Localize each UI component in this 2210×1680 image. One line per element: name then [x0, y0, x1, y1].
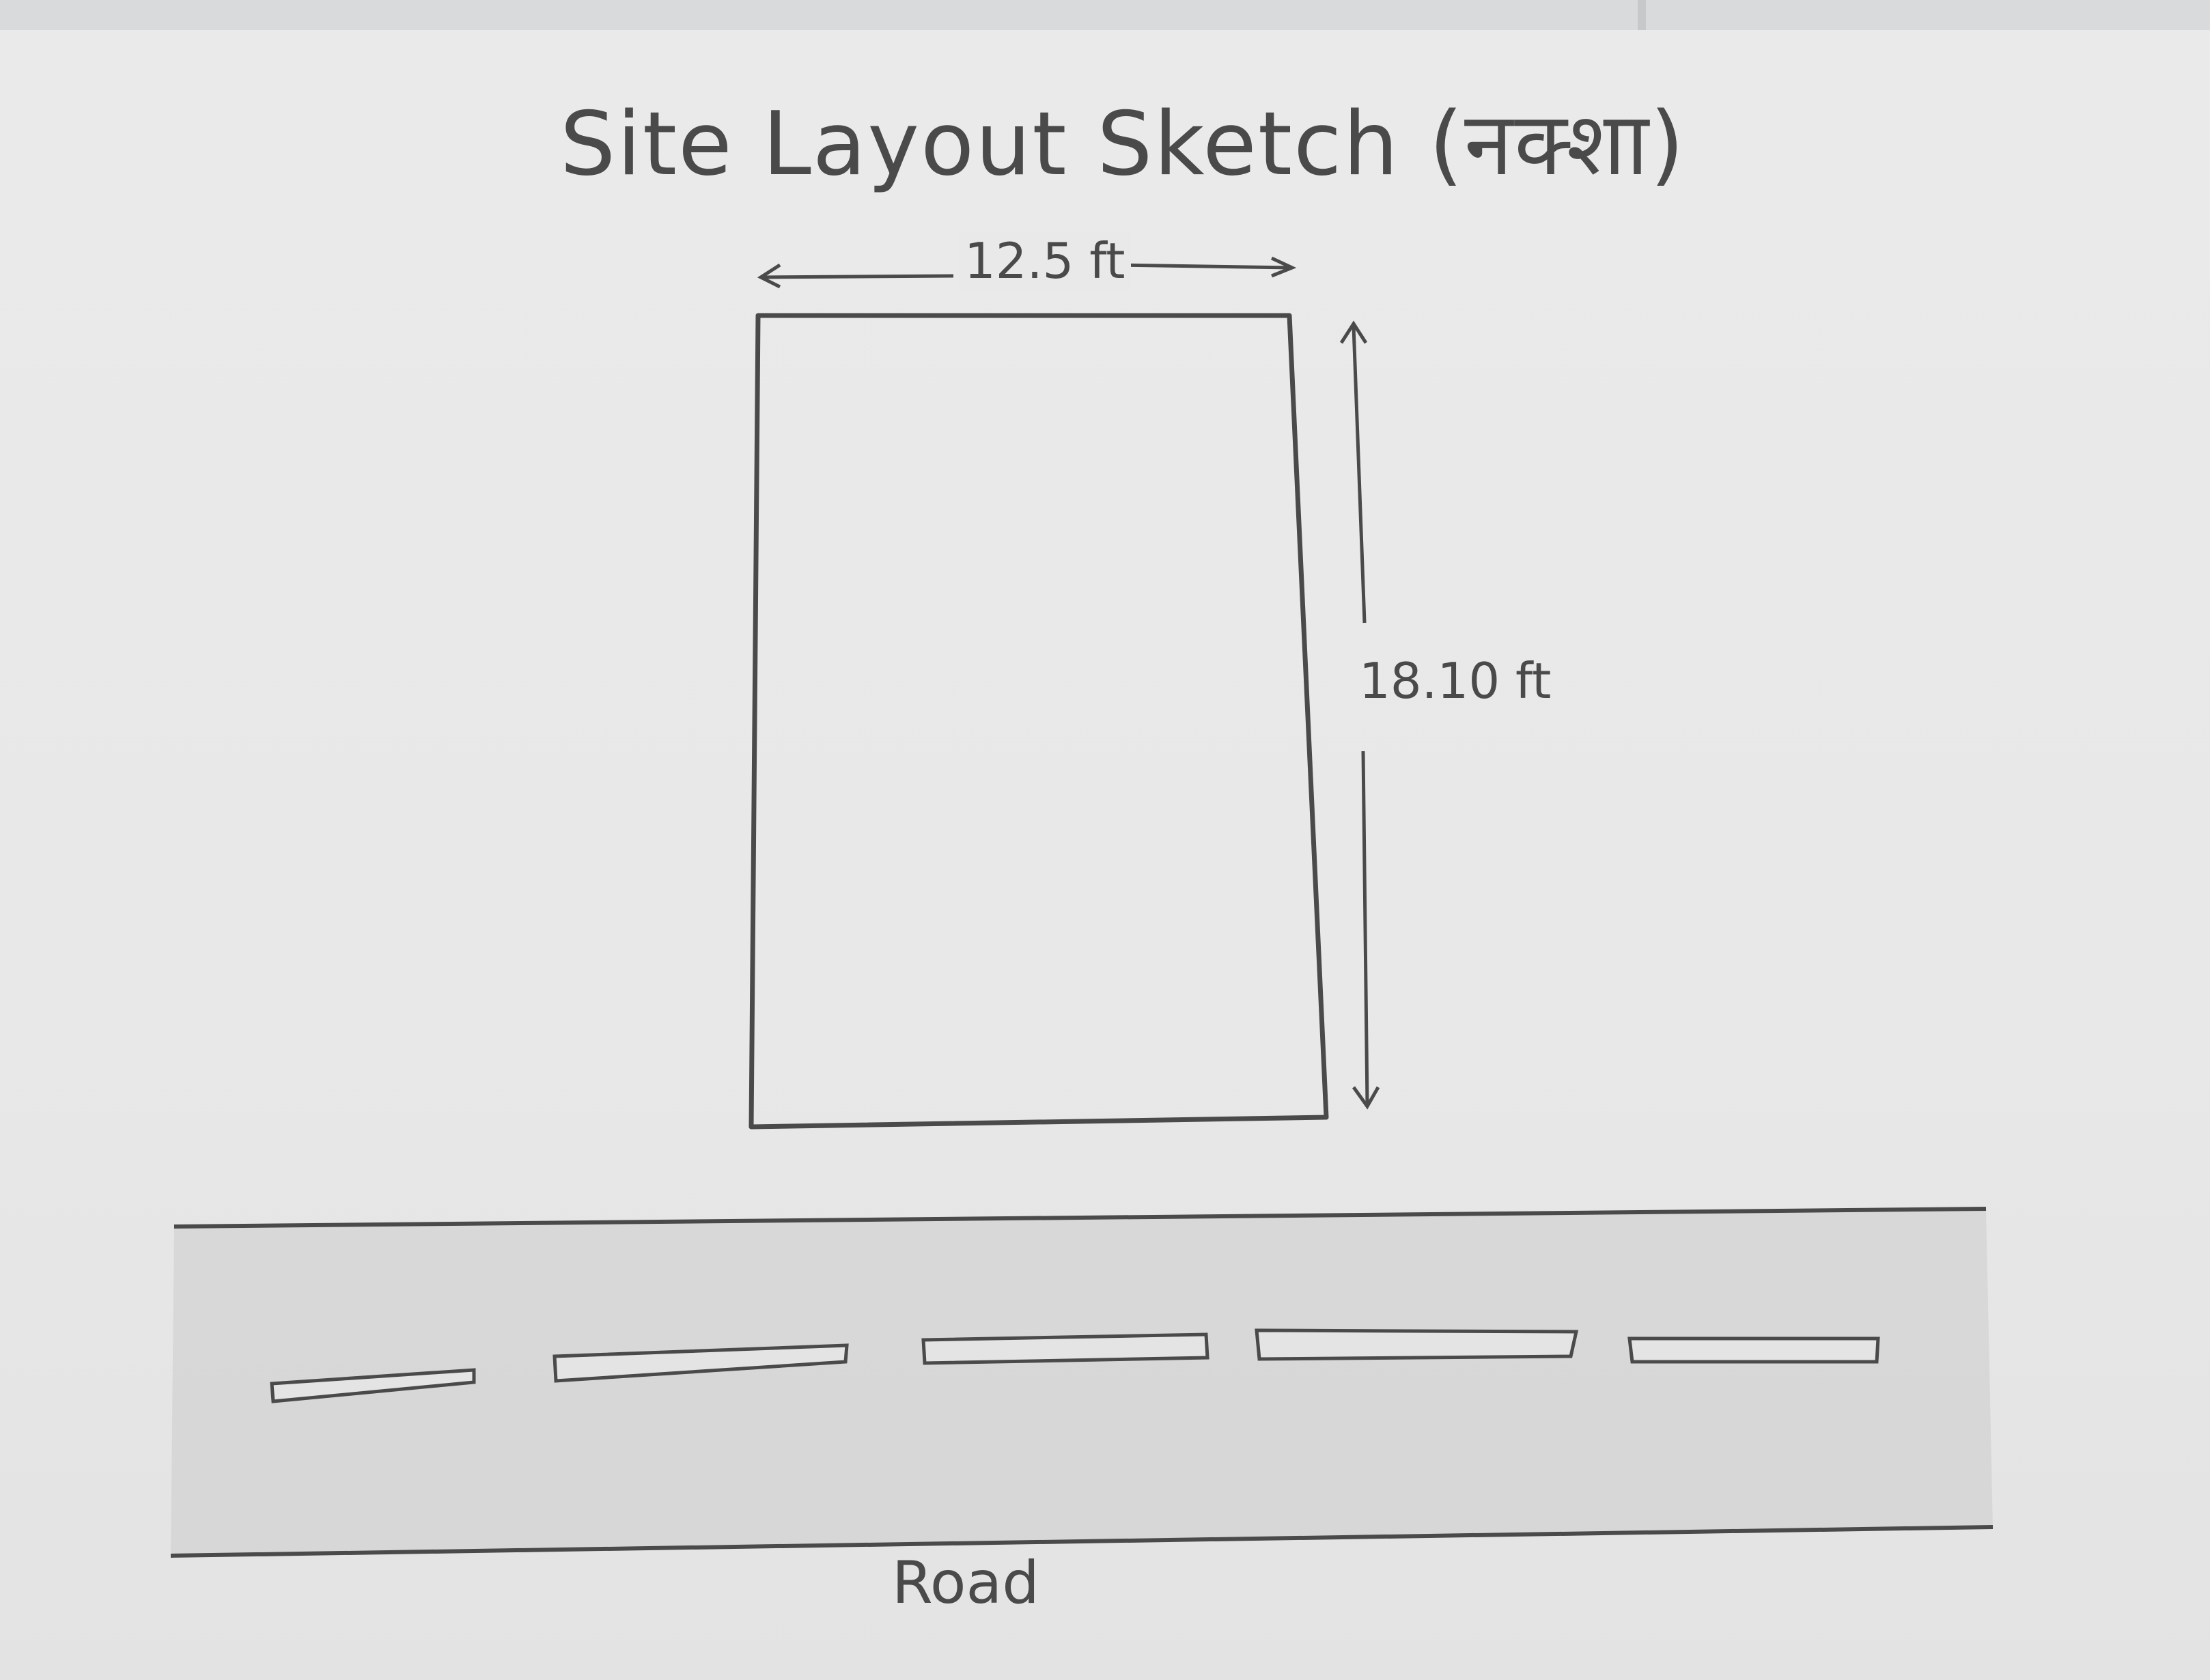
lane-dash — [270, 1368, 476, 1403]
background-top-strip — [0, 0, 2210, 30]
plot-outline — [749, 313, 1329, 1130]
road-label: Road — [892, 1549, 1039, 1617]
road-surface — [171, 1209, 1993, 1556]
width-dimension-arrow — [757, 256, 1297, 289]
page-title: Site Layout Sketch (नक्शा) — [560, 94, 1686, 195]
plot-width-label: 12.5 ft — [959, 232, 1131, 290]
lane-dash — [921, 1332, 1209, 1365]
lane-dash — [1627, 1336, 1880, 1364]
road-edge-bottom — [170, 1525, 1994, 1558]
lane-dash — [552, 1343, 849, 1383]
plot-height-label: 18.10 ft — [1359, 652, 1552, 710]
lane-markings — [270, 1328, 1880, 1403]
background-edge — [1638, 0, 1646, 30]
lane-dash — [1255, 1328, 1579, 1361]
road-edge-top — [173, 1207, 1987, 1229]
height-dimension-arrow — [1339, 320, 1380, 1110]
